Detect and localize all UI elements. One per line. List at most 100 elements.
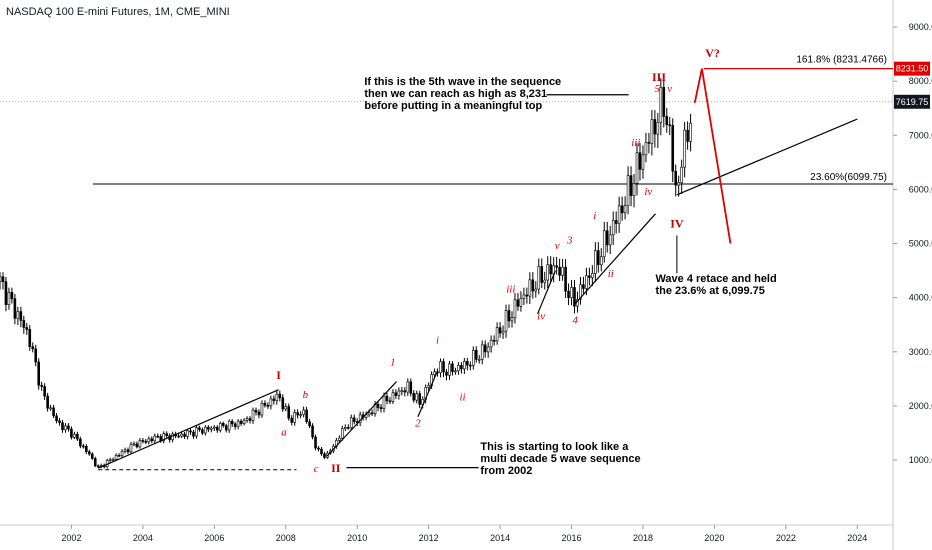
wave-label: 4 [572, 315, 578, 327]
candle-body [469, 364, 472, 367]
candle-body [165, 433, 168, 436]
candle-body [599, 256, 603, 266]
x-tick-label: 2022 [776, 533, 796, 543]
candle-body [141, 440, 145, 442]
candle-body [382, 395, 386, 409]
candle-body [617, 205, 621, 224]
candle-body [230, 420, 234, 425]
candle-body [296, 412, 299, 416]
candle-body [558, 266, 561, 276]
candle-body [683, 129, 686, 168]
candle-body [245, 418, 249, 421]
candle-body [290, 417, 294, 423]
candle-body [210, 427, 213, 430]
candle-body [305, 409, 308, 422]
price-tag-last [894, 94, 930, 109]
candle-body [320, 448, 323, 455]
candle-body [492, 340, 496, 342]
candle-body [594, 250, 597, 274]
candle-body [579, 284, 582, 300]
candle-body [540, 266, 544, 283]
candle-body [117, 455, 121, 457]
candle-body [620, 205, 624, 214]
candle-body [400, 390, 404, 392]
candle-body [650, 119, 654, 144]
candle-body [88, 451, 91, 455]
candle-body [573, 287, 576, 307]
wave-label: ii [460, 392, 466, 404]
candle-body [662, 87, 666, 117]
candle-body [76, 433, 79, 440]
candle-body [409, 381, 413, 394]
x-tick-label: 2016 [562, 533, 582, 543]
candle-body [605, 230, 609, 246]
x-tick-label: 2018 [633, 533, 653, 543]
candle-body [215, 426, 219, 431]
candle-body [147, 438, 151, 443]
wave-label: v [667, 83, 672, 95]
candle-body [183, 433, 186, 437]
candle-body [251, 409, 255, 421]
candle-body [602, 230, 606, 258]
candle-body [177, 435, 180, 438]
candle-body [585, 275, 588, 289]
x-tick-label: 2012 [419, 533, 439, 543]
trend-line [537, 270, 557, 315]
candle-body [293, 412, 296, 423]
y-tick-label: 1000.00 [909, 455, 932, 465]
candle-body [427, 385, 430, 388]
candle-body [207, 426, 210, 430]
candle-body [13, 298, 17, 319]
fib-236-label: 23.60%(6099.75) [810, 172, 887, 183]
candle-body [233, 423, 237, 427]
candle-body [317, 447, 320, 450]
candle-body [61, 422, 64, 431]
candle-body [311, 425, 314, 438]
wave-label: ii [608, 268, 614, 280]
candle-body [623, 205, 627, 214]
candle-body [349, 417, 353, 429]
candle-body [126, 449, 130, 453]
candle-body [192, 431, 195, 437]
wave-label: III [652, 70, 666, 84]
candle-body [180, 433, 183, 437]
wave-label: I [276, 368, 281, 382]
candle-body [34, 348, 38, 363]
candle-body [46, 395, 49, 409]
candle-body [626, 175, 630, 206]
candle-body [460, 365, 463, 370]
candle-body [352, 417, 356, 422]
candle-body [597, 250, 600, 266]
candle-body [588, 275, 591, 278]
candle-body [213, 426, 216, 429]
candle-body [614, 220, 618, 224]
candle-body [653, 119, 657, 135]
candle-body [123, 449, 127, 452]
candle-body [471, 349, 475, 366]
candle-body [79, 438, 82, 447]
wave-label: II [331, 461, 341, 475]
candle-body [406, 381, 410, 393]
candle-body [90, 453, 94, 459]
wave-label: 3 [566, 235, 573, 247]
wave-label: i [593, 210, 596, 222]
candle-body [644, 142, 648, 156]
candle-body [370, 412, 374, 415]
candle-body [570, 287, 573, 299]
y-tick-label: 5000.00 [909, 239, 932, 249]
wave-label: v [555, 240, 560, 252]
candle-body [510, 317, 514, 322]
candle-body [677, 182, 680, 186]
y-tick-label: 9000.00 [909, 22, 932, 32]
trend-line [572, 213, 656, 307]
candle-body [40, 384, 43, 387]
candle-body [343, 427, 347, 429]
candle-body [564, 266, 567, 292]
y-tick-label: 6000.00 [909, 184, 932, 194]
candle-body [501, 330, 505, 334]
x-tick-label: 2004 [133, 533, 153, 543]
candle-body [52, 407, 55, 417]
candle-body [638, 152, 642, 170]
candle-body [689, 122, 692, 142]
